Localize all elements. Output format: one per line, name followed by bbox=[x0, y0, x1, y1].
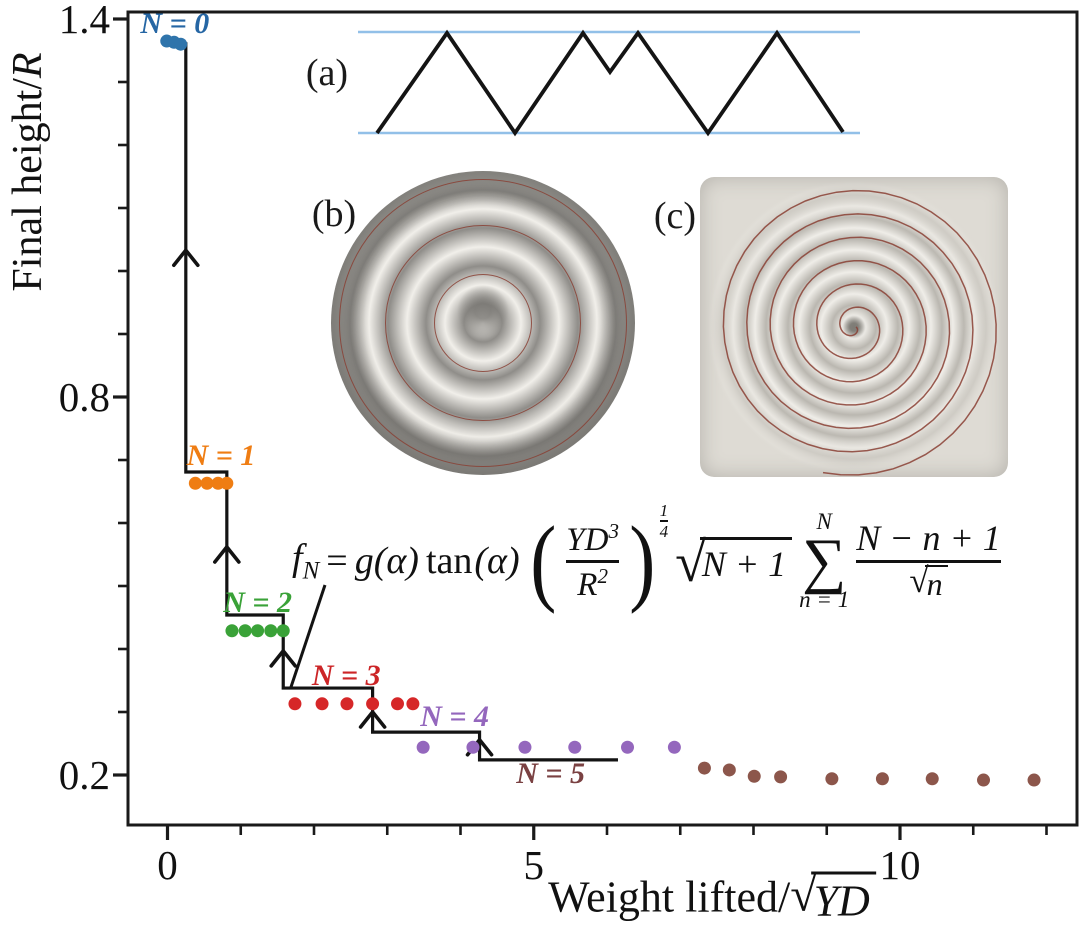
plot-border bbox=[126, 10, 1079, 827]
data-point bbox=[288, 697, 302, 711]
formula-stiffness-fraction: YD3 R2 bbox=[566, 520, 619, 602]
data-point bbox=[200, 476, 214, 490]
open-paren: ( bbox=[529, 506, 557, 615]
panel-b-wrinkled-disc bbox=[331, 171, 635, 475]
formula-summation: N ∑ n = 1 bbox=[799, 509, 849, 612]
radical-icon: √ bbox=[909, 561, 929, 601]
data-point bbox=[391, 697, 405, 711]
data-point bbox=[220, 476, 234, 490]
radicand: n bbox=[924, 565, 948, 602]
panel-c-label: (c) bbox=[653, 195, 697, 237]
fraction-numerator: YD3 bbox=[566, 518, 619, 558]
zigzag-profile-line bbox=[375, 29, 845, 137]
data-point bbox=[366, 697, 380, 711]
red-ring bbox=[339, 179, 627, 467]
up-arrow-icon bbox=[269, 648, 298, 668]
data-point bbox=[568, 740, 582, 754]
formula-g-term: g(α) bbox=[354, 540, 419, 582]
data-point bbox=[1027, 773, 1041, 787]
data-point bbox=[977, 773, 991, 787]
inset-a-label: (a) bbox=[305, 52, 349, 94]
up-arrow-icon bbox=[172, 247, 200, 268]
y-axis-label-text: Final height/ bbox=[5, 78, 51, 292]
up-arrow-icon bbox=[213, 544, 241, 564]
fraction-denominator: R2 bbox=[577, 563, 608, 603]
data-point bbox=[238, 624, 252, 638]
fraction-denominator: √ n bbox=[909, 561, 948, 602]
data-point bbox=[667, 740, 681, 754]
data-point bbox=[518, 740, 532, 754]
data-point bbox=[340, 697, 354, 711]
fraction-bar bbox=[566, 559, 619, 563]
data-point bbox=[722, 763, 736, 777]
formula-lhs: fN bbox=[292, 537, 320, 585]
data-point bbox=[225, 624, 239, 638]
exponent-bar bbox=[659, 520, 669, 522]
data-point bbox=[774, 770, 788, 784]
up-arrow-icon bbox=[358, 709, 387, 729]
formula-tan-word: tan bbox=[425, 540, 473, 582]
data-point bbox=[466, 740, 480, 754]
data-point bbox=[621, 740, 635, 754]
data-point bbox=[875, 772, 889, 786]
y-axis-label-symbol: R bbox=[5, 52, 51, 79]
radical-icon: √ bbox=[675, 531, 706, 594]
spiral-line bbox=[722, 189, 997, 476]
x-axis-label-text: Weight lifted/ bbox=[548, 872, 791, 922]
data-point bbox=[315, 697, 329, 711]
fraction-bar bbox=[856, 560, 1001, 564]
x-axis-label: Weight lifted/√ YD bbox=[548, 868, 876, 926]
close-paren: ) bbox=[629, 506, 656, 615]
formula-exponent-one-quarter: 1 4 bbox=[659, 501, 669, 541]
formula-sqrt-term: √ N + 1 bbox=[675, 531, 793, 594]
data-point bbox=[697, 761, 711, 775]
data-point bbox=[406, 697, 420, 711]
fraction-numerator: N − n + 1 bbox=[856, 518, 1001, 559]
data-point bbox=[747, 769, 761, 783]
data-point bbox=[264, 624, 278, 638]
formula: fN = g(α) tan (α) ( YD3 R2 ) 1 4 √ N + 1 … bbox=[292, 498, 1001, 624]
formula-equals: = bbox=[326, 540, 348, 582]
x-axis-label-radicand: YD bbox=[811, 871, 876, 926]
data-point bbox=[251, 624, 265, 638]
radical-icon: √ bbox=[790, 868, 817, 922]
data-point bbox=[188, 476, 202, 490]
sum-upper-limit: N bbox=[816, 509, 832, 535]
data-point bbox=[416, 740, 430, 754]
panel-b-label: (b) bbox=[311, 193, 357, 235]
data-point bbox=[276, 624, 290, 638]
sigma-icon: ∑ bbox=[802, 526, 847, 595]
data-point bbox=[825, 772, 839, 786]
radicand: N + 1 bbox=[699, 536, 793, 585]
panel-c-spiral-sheet bbox=[700, 177, 1008, 477]
spiral-overlay bbox=[722, 189, 997, 476]
sum-lower-limit: n = 1 bbox=[799, 587, 850, 613]
data-point bbox=[174, 37, 188, 51]
formula-tan-arg: (α) bbox=[474, 540, 520, 582]
data-point bbox=[925, 772, 939, 786]
formula-sum-fraction: N − n + 1 √ n bbox=[856, 518, 1001, 602]
y-axis-label: Final height/R bbox=[4, 52, 52, 291]
formula-leader-line bbox=[289, 584, 327, 688]
